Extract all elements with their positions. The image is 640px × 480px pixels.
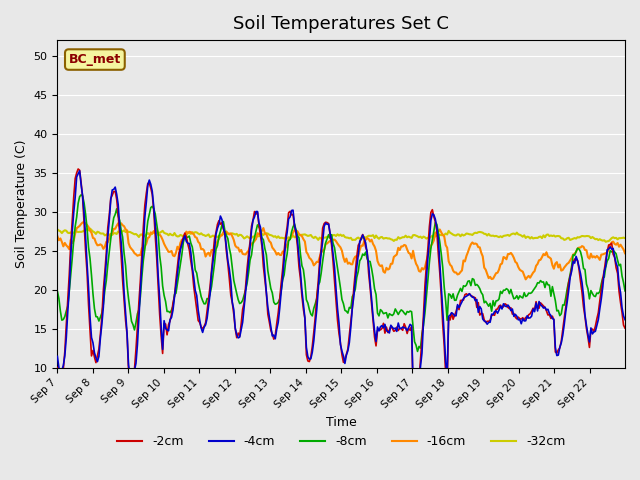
-4cm xyxy=(461,294,468,300)
Line: -8cm: -8cm xyxy=(58,195,625,351)
-16cm xyxy=(347,261,355,267)
-16cm xyxy=(545,254,553,260)
-8cm xyxy=(54,288,61,294)
Line: -4cm: -4cm xyxy=(58,171,625,401)
-4cm xyxy=(76,168,83,174)
-2cm xyxy=(545,312,553,318)
Line: -2cm: -2cm xyxy=(58,169,625,399)
-4cm xyxy=(92,355,100,360)
-16cm xyxy=(460,258,467,264)
-2cm xyxy=(461,292,468,298)
-8cm xyxy=(347,305,355,311)
-32cm xyxy=(347,235,355,240)
-2cm xyxy=(74,166,82,172)
-32cm xyxy=(544,232,552,238)
-8cm xyxy=(413,348,421,354)
-16cm xyxy=(522,276,529,282)
-16cm xyxy=(92,240,100,246)
-4cm xyxy=(545,311,553,316)
-2cm xyxy=(347,318,355,324)
-2cm xyxy=(621,325,629,331)
-8cm xyxy=(461,284,468,289)
-2cm xyxy=(411,396,419,402)
-16cm xyxy=(80,219,88,225)
-4cm xyxy=(412,398,420,404)
-32cm xyxy=(92,231,100,237)
-8cm xyxy=(545,282,553,288)
X-axis label: Time: Time xyxy=(326,416,356,429)
Title: Soil Temperatures Set C: Soil Temperatures Set C xyxy=(233,15,449,33)
-8cm xyxy=(73,214,81,220)
Line: -16cm: -16cm xyxy=(58,222,625,279)
-2cm xyxy=(92,360,100,366)
-2cm xyxy=(620,322,627,328)
-2cm xyxy=(73,170,81,176)
-4cm xyxy=(621,317,629,323)
-8cm xyxy=(92,314,100,320)
-32cm xyxy=(73,228,81,234)
-4cm xyxy=(620,313,627,319)
-4cm xyxy=(347,324,355,330)
Text: BC_met: BC_met xyxy=(68,53,121,66)
Legend: -2cm, -4cm, -8cm, -16cm, -32cm: -2cm, -4cm, -8cm, -16cm, -32cm xyxy=(112,430,570,453)
-16cm xyxy=(54,233,61,239)
-32cm xyxy=(86,226,94,231)
-8cm xyxy=(621,288,629,294)
-16cm xyxy=(73,225,81,231)
-32cm xyxy=(602,239,609,245)
-4cm xyxy=(54,353,61,359)
-16cm xyxy=(620,247,627,252)
-16cm xyxy=(621,251,629,256)
-32cm xyxy=(460,233,467,239)
-32cm xyxy=(620,235,627,240)
Line: -32cm: -32cm xyxy=(58,228,625,242)
Y-axis label: Soil Temperature (C): Soil Temperature (C) xyxy=(15,140,28,268)
-32cm xyxy=(54,227,61,232)
-8cm xyxy=(620,280,627,286)
-32cm xyxy=(621,235,629,241)
-8cm xyxy=(77,192,85,198)
-2cm xyxy=(54,365,61,371)
-4cm xyxy=(73,174,81,180)
